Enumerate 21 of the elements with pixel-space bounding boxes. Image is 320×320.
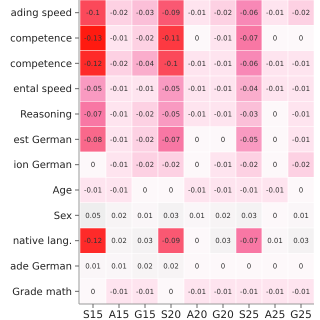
y-tick-label: Sex — [54, 210, 72, 222]
x-tick-label: A20 — [186, 309, 208, 320]
y-tick-label: native lang. — [12, 236, 72, 248]
y-tick-label: Grade math — [12, 286, 72, 298]
x-tick-label: S15 — [82, 309, 104, 320]
y-tick-label: competence — [10, 34, 72, 44]
y-tick-label: ade German — [10, 262, 72, 272]
x-tick-label: A25 — [264, 309, 286, 320]
x-tick-label: G15 — [134, 309, 156, 320]
x-tick-label: G25 — [290, 309, 312, 320]
x-tick-label: A15 — [108, 309, 130, 320]
x-tick-label: S25 — [238, 309, 260, 320]
y-tick-label: Age — [52, 186, 72, 196]
y-tick-label: ading speed — [10, 8, 72, 20]
y-tick-label: competence — [10, 58, 72, 70]
x-tick-label: G20 — [212, 309, 234, 320]
y-tick-label: ental speed — [13, 84, 72, 96]
y-tick-label: ion German — [14, 160, 72, 172]
x-tick-label: S20 — [160, 309, 182, 320]
y-tick-label: est German — [13, 134, 72, 146]
y-tick-label: Reasoning — [20, 110, 72, 120]
